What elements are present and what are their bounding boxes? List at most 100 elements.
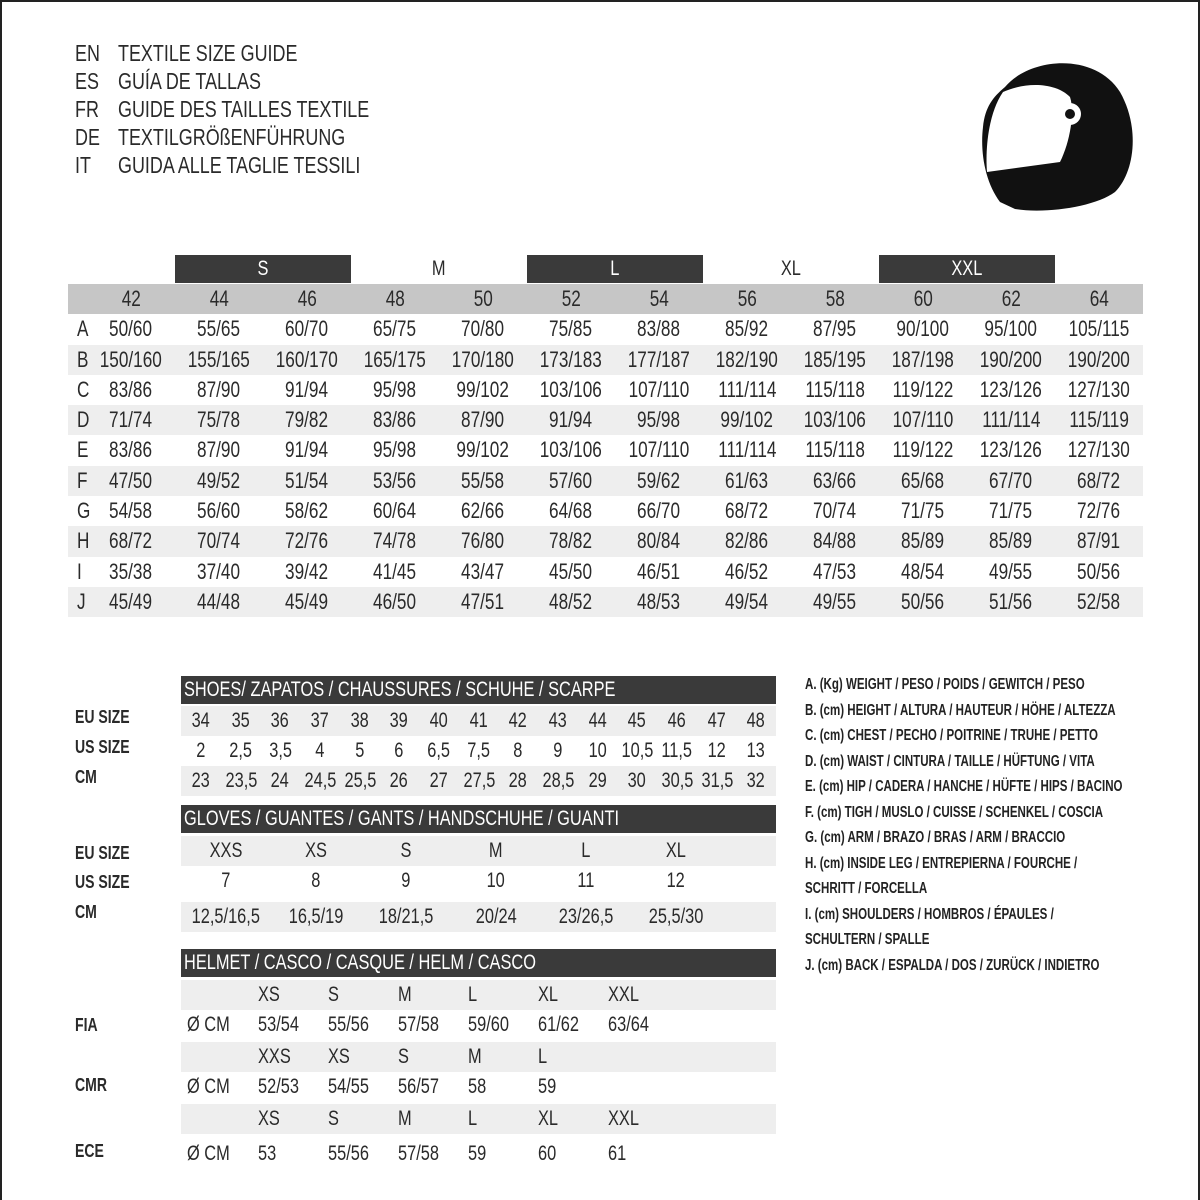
- size-band-l: L: [527, 255, 703, 283]
- cell-text: 31,5: [701, 769, 733, 792]
- cell-text: 58/62: [285, 498, 329, 524]
- helmet-size: XL: [538, 1104, 608, 1134]
- table-cell: 103/106: [527, 435, 615, 465]
- cell-text: 41/45: [373, 558, 417, 584]
- shoe-cell: 35: [221, 706, 261, 736]
- cell-text: 119/122: [892, 437, 954, 463]
- cell-text: S: [328, 983, 339, 1006]
- shoe-cell: 44: [578, 706, 618, 736]
- table-cell: 68/72: [703, 496, 791, 526]
- row-label-text: US SIZE: [75, 872, 130, 892]
- row-label: CMR: [75, 1075, 116, 1096]
- shoe-cell: 24: [260, 766, 300, 796]
- table-cell: 87/90: [439, 405, 527, 436]
- cell-text: 65/68: [901, 467, 945, 493]
- shoe-cell: 27,5: [459, 766, 499, 796]
- glove-cell: 25,5/30: [631, 902, 721, 932]
- cell-text: 3,5: [268, 739, 292, 762]
- glove-cell: XL: [631, 836, 721, 866]
- table-cell: 74/78: [351, 526, 439, 557]
- unit-label: Ø CM: [181, 1072, 258, 1102]
- table-cell: 190/200: [1055, 344, 1143, 375]
- title-text: GUIDE DES TAILLES TEXTILE: [118, 96, 370, 122]
- cell-text: 47: [707, 709, 726, 732]
- lang-code: ES: [75, 68, 99, 94]
- table-cell: 47/50: [87, 465, 175, 497]
- cell-text: 44/48: [197, 588, 241, 614]
- shoe-cell: 7,5: [459, 736, 499, 766]
- table-cell: 119/122: [879, 435, 967, 465]
- cell-text: 42: [508, 709, 528, 732]
- cell-text: 190/200: [979, 346, 1043, 372]
- cell-text: 71/75: [989, 498, 1033, 524]
- cell-text: 87/90: [197, 437, 241, 463]
- title-fr: FR GUIDE DES TAILLES TEXTILE: [75, 96, 440, 124]
- cell-text: 39: [389, 709, 409, 732]
- table-cell: 49/52: [175, 465, 263, 497]
- glove-cell: XS: [271, 836, 361, 866]
- helmet-size: S: [328, 980, 398, 1010]
- table-cell: 90/100: [879, 314, 967, 344]
- table-cell: 182/190: [703, 344, 791, 375]
- spacer: [181, 1104, 258, 1134]
- row-label-text: ECE: [75, 1141, 104, 1161]
- helmet-value: 61/62: [538, 1010, 608, 1040]
- table-cell: 107/110: [615, 375, 703, 405]
- section-title: SHOES/ ZAPATOS / CHAUSSURES / SCHUHE / S…: [181, 676, 776, 704]
- cell-text: 12,5/16,5: [191, 905, 261, 928]
- row-label-text: FIA: [75, 1015, 98, 1035]
- cell-text: 79/82: [285, 407, 329, 433]
- cell-text: 107/110: [892, 407, 954, 433]
- textile-grid: 42 44 46 48 50 52 54 56 58 60 62 64 A 50/60 55/65 60/70…: [68, 284, 1146, 618]
- helmet-value: 56/57: [398, 1072, 468, 1102]
- helmet-size: XS: [258, 980, 328, 1010]
- row-label: CM: [75, 902, 103, 923]
- legend-text: D. (cm) WAIST / CINTURA / TAILLE / HÜFTU…: [805, 752, 1095, 770]
- shoe-cell: 36: [260, 706, 300, 736]
- shoe-cell: 32: [736, 766, 776, 796]
- table-cell: 75/85: [527, 314, 615, 344]
- table-cell: 84/88: [791, 526, 879, 557]
- shoe-cell: 24,5: [300, 766, 340, 796]
- cell-text: 115/118: [805, 376, 865, 402]
- cell-text: 49/55: [989, 558, 1033, 584]
- cell-text: M: [432, 257, 446, 280]
- helmet-size: M: [398, 1104, 468, 1134]
- cell-text: 51/54: [285, 467, 329, 493]
- cell-text: 62/66: [461, 498, 505, 524]
- legend-text: E. (cm) HIP / CADERA / HANCHE / HÜFTE / …: [805, 778, 1123, 795]
- cell-text: 35: [231, 709, 250, 732]
- glove-cell: 16,5/19: [271, 902, 361, 932]
- glove-cell: 20/24: [451, 902, 541, 932]
- helmet-value: 60: [538, 1139, 608, 1169]
- legend-text: C. (cm) CHEST / PECHO / POITRINE / TRUHE…: [805, 727, 1098, 744]
- helmet-size: L: [538, 1042, 608, 1072]
- shoe-cell: 5: [340, 736, 380, 766]
- cell-text: 41: [469, 709, 488, 732]
- cell-text: 52/53: [258, 1075, 299, 1098]
- table-cell: 47/53: [791, 557, 879, 587]
- size-header: 58: [791, 284, 879, 315]
- table-cell: 71/74: [87, 405, 175, 436]
- cell-text: 2,5: [229, 739, 252, 762]
- shoe-cell: 12: [697, 736, 737, 766]
- cell-text: 38: [350, 709, 369, 732]
- cell-text: 46/52: [725, 558, 769, 584]
- table-cell: 185/195: [791, 344, 879, 375]
- cell-text: 28: [508, 769, 528, 792]
- row-label-text: CMR: [75, 1075, 107, 1095]
- cell-text: XL: [780, 257, 802, 280]
- shoe-cell: 28,5: [538, 766, 578, 796]
- cell-text: 58: [468, 1075, 487, 1098]
- table-cell: 87/91: [1055, 526, 1143, 557]
- shoe-cell: 37: [300, 706, 340, 736]
- cell-text: 59: [538, 1075, 557, 1098]
- helmet-value: 55/56: [328, 1139, 398, 1169]
- cell-text: XS: [328, 1045, 350, 1068]
- cell-text: 37/40: [197, 558, 241, 584]
- table-cell: 49/55: [967, 557, 1055, 587]
- table-cell: 54/58: [87, 496, 175, 526]
- shoe-cell: 30,5: [657, 766, 697, 796]
- shoe-cell: 42: [498, 706, 538, 736]
- lang-code: IT: [75, 152, 91, 178]
